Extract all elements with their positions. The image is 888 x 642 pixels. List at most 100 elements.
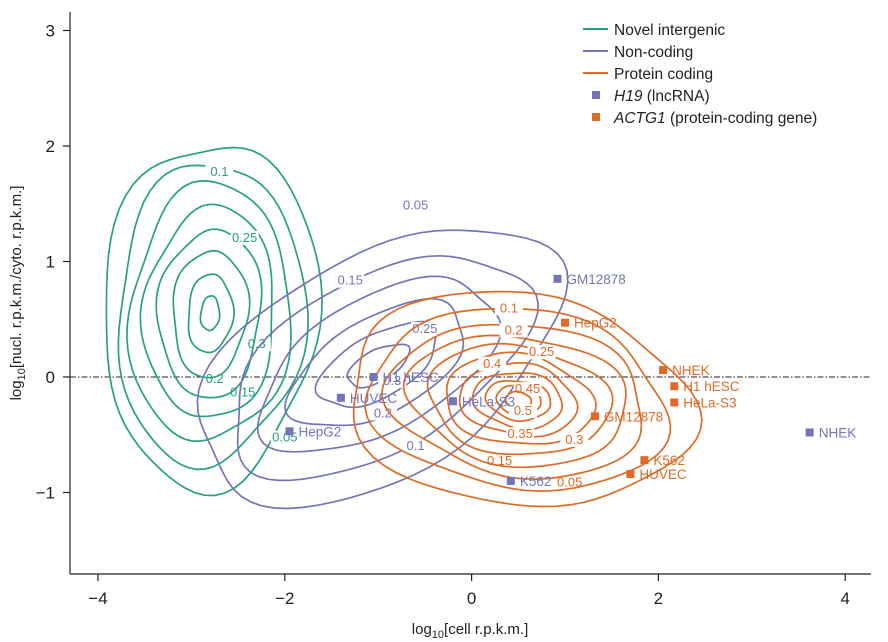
contour-label-background [200, 371, 229, 386]
x-tick-label: 0 [467, 589, 476, 608]
contour-line [458, 361, 579, 438]
legend-gene-name: H19 [614, 88, 643, 105]
point-label: HUVEC [639, 467, 687, 482]
contour-line [426, 342, 614, 456]
point-marker-h19 [553, 274, 562, 283]
x-axis-label: log10[cell r.p.k.m.] [412, 621, 528, 641]
contour-level-label: 0.15 [338, 273, 363, 288]
contour-level-label: 0.45 [515, 381, 540, 396]
contour-label-background [205, 165, 234, 180]
contour-level-label: 0.1 [407, 438, 425, 453]
legend-entry-label: ACTG1 (protein-coding gene) [613, 110, 817, 127]
point-label: HepG2 [574, 316, 617, 331]
x-axis-label-subscript: 10 [432, 629, 444, 641]
y-tick-label: 2 [46, 137, 55, 156]
contour-level-label: 0.1 [210, 164, 228, 179]
x-tick-label: 4 [840, 589, 849, 608]
y-tick-label: −1 [36, 484, 55, 503]
x-tick-label: −2 [275, 589, 294, 608]
contour-line [199, 295, 221, 332]
legend-square-swatch [592, 91, 600, 99]
contour-line [314, 320, 437, 409]
contour-label-background [508, 404, 537, 419]
point-marker-actg1 [640, 456, 649, 465]
y-axis-label-rest: [nucl. r.p.k.m./cyto. r.p.k.m.] [8, 186, 25, 369]
point-label: HUVEC [350, 391, 398, 406]
contour-level-label: 0.25 [232, 230, 257, 245]
contour-label-background [401, 198, 430, 213]
contour-level-label: 0.05 [272, 430, 297, 445]
point-label: HeLa-S3 [462, 394, 515, 409]
contour-label-background [494, 301, 523, 316]
point-marker-h19 [506, 476, 515, 485]
contour-label-background [378, 374, 407, 389]
contour-line [126, 180, 292, 443]
point-marker-actg1 [590, 412, 599, 421]
point-marker-h19 [336, 393, 345, 402]
contour-label-background [336, 273, 365, 288]
x-axis-label-base: log [412, 621, 432, 638]
contour-line [352, 290, 703, 508]
point-marker-h19 [805, 428, 814, 437]
contour-line [139, 203, 273, 418]
y-axis-label-subscript: 10 [16, 368, 28, 380]
contour-label-background [368, 406, 397, 421]
contour-series-novel: 0.050.150.20.30.250.1 [105, 146, 323, 497]
contour-level-label: 0.4 [483, 356, 501, 371]
contour-series-protein: 0.050.150.10.20.250.30.350.40.450.5 [352, 290, 703, 508]
contour-line [471, 372, 564, 431]
contour-level-label: 0.2 [505, 322, 523, 337]
legend-entry-label: H19 (lncRNA) [614, 88, 710, 105]
contour-line [402, 334, 627, 469]
contour-level-label: 0.15 [230, 385, 255, 400]
point-marker-h19 [448, 397, 457, 406]
point-marker-actg1 [626, 470, 635, 479]
contour-label-background [401, 438, 430, 453]
point-marker-h19 [285, 427, 294, 436]
x-tick-label: −4 [88, 589, 107, 608]
contour-label-background [506, 427, 535, 442]
axis-ticks: −4 −2 0 2 4 −1 0 1 2 3 [36, 22, 850, 609]
point-label: H1 hESC [683, 379, 740, 394]
contour-level-label: 0.1 [500, 300, 518, 315]
contour-level-label: 0.25 [412, 321, 437, 336]
plot-frame [69, 12, 871, 575]
point-label: K562 [520, 474, 552, 489]
y-tick-label: 0 [46, 368, 55, 387]
contour-level-label: 0.05 [557, 475, 582, 490]
contour-line [172, 250, 251, 379]
contour-line [445, 351, 597, 445]
x-tick-label: 2 [654, 589, 663, 608]
contour-line [236, 254, 540, 482]
point-label: NHEK [819, 425, 857, 440]
contour-level-label: 0.3 [565, 432, 583, 447]
contour-line [364, 307, 672, 492]
contour-series-noncoding: 0.050.10.150.20.250.3 [196, 198, 569, 510]
contour-level-label: 0.05 [403, 198, 428, 213]
y-tick-label: 3 [46, 22, 55, 41]
legend-entry-label: Novel intergenic [614, 22, 725, 39]
contour-label-background [499, 323, 528, 338]
point-marker-actg1 [670, 382, 679, 391]
point-label: HeLa-S3 [683, 395, 736, 410]
point-label: GM12878 [604, 409, 663, 424]
contour-line [346, 343, 411, 389]
point-label: HepG2 [298, 424, 341, 439]
x-axis-label-rest: [cell r.p.k.m.] [444, 621, 528, 638]
contour-line [256, 275, 503, 453]
legend-gene-type: (lncRNA) [642, 88, 709, 105]
legend-entry-label: Protein coding [614, 66, 713, 83]
y-tick-label: 1 [46, 253, 55, 272]
legend-square-swatch [592, 113, 600, 121]
contour-label-background [560, 432, 589, 447]
legend-gene-name: ACTG1 [613, 110, 666, 127]
point-label: GM12878 [567, 272, 626, 287]
contour-level-label: 0.35 [508, 426, 533, 441]
point-marker-actg1 [659, 366, 668, 375]
contour-line [117, 164, 309, 471]
contour-label-background [230, 230, 259, 245]
point-marker-actg1 [670, 398, 679, 407]
contour-line [196, 229, 569, 510]
contour-line [381, 323, 643, 480]
